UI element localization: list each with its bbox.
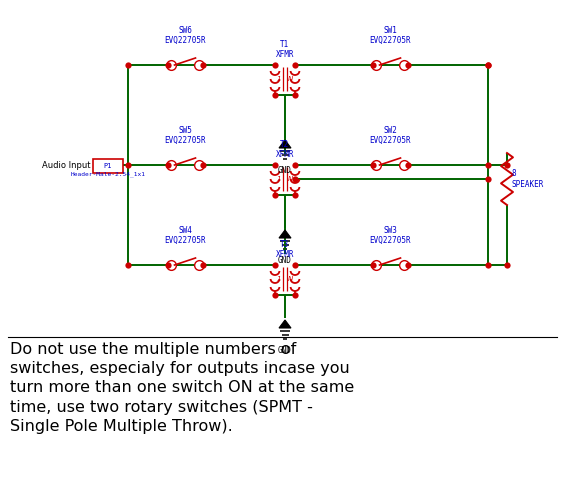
Text: 1: 1 [277,176,281,182]
Text: N: N [288,276,293,282]
Polygon shape [279,230,291,238]
Text: 1: 1 [277,76,281,82]
Text: N: N [288,176,293,182]
Text: SW4
EVQ22705R: SW4 EVQ22705R [164,226,206,245]
Text: SW2
EVQ22705R: SW2 EVQ22705R [369,126,411,145]
Text: Audio Input: Audio Input [41,160,90,170]
Text: Do not use the multiple numbers of
switches, especialy for outputs incase you
tu: Do not use the multiple numbers of switc… [10,342,354,434]
Text: SW6
EVQ22705R: SW6 EVQ22705R [164,26,206,45]
Bar [93,159,123,173]
Text: T2
XFMR: T2 XFMR [276,140,294,159]
Text: GND: GND [278,346,292,355]
Polygon shape [279,140,291,148]
Text: SW1
EVQ22705R: SW1 EVQ22705R [369,26,411,45]
Text: N: N [288,76,293,82]
Text: 8
SPEAKER: 8 SPEAKER [511,170,544,189]
Text: Header-Male-2.54_1x1: Header-Male-2.54_1x1 [71,171,146,177]
Text: P1: P1 [104,163,112,169]
Text: GND: GND [278,166,292,175]
Text: GND: GND [278,256,292,265]
Text: SW5
EVQ22705R: SW5 EVQ22705R [164,126,206,145]
Text: T3
XFMR: T3 XFMR [276,239,294,259]
Polygon shape [279,320,291,328]
Text: T1
XFMR: T1 XFMR [276,40,294,59]
Text: 1: 1 [277,276,281,282]
Text: SW3
EVQ22705R: SW3 EVQ22705R [369,226,411,245]
